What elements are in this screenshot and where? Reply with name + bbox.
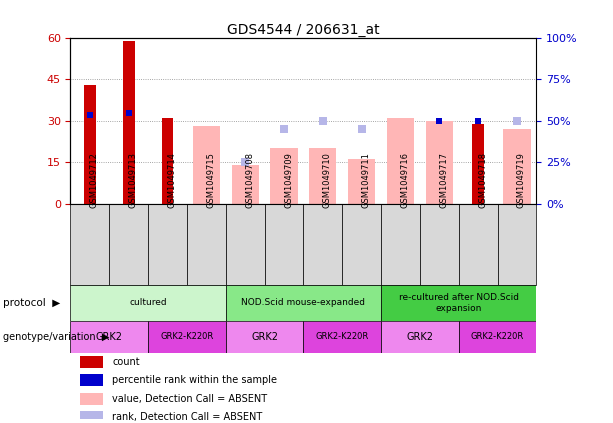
Bar <box>472 124 484 203</box>
Bar <box>303 321 381 352</box>
Text: GRK2: GRK2 <box>406 332 433 342</box>
Bar <box>187 203 226 285</box>
Text: protocol  ▶: protocol ▶ <box>3 298 60 308</box>
Text: NOD.Scid mouse-expanded: NOD.Scid mouse-expanded <box>242 298 365 308</box>
Bar <box>270 148 298 203</box>
Text: GSM1049708: GSM1049708 <box>245 151 254 208</box>
Bar <box>226 321 303 352</box>
Bar <box>348 159 375 203</box>
Bar <box>459 321 536 352</box>
Bar <box>109 203 148 285</box>
Bar <box>381 321 459 352</box>
Text: GSM1049712: GSM1049712 <box>90 152 99 208</box>
Bar <box>387 118 414 203</box>
Bar <box>310 148 337 203</box>
Text: GRK2-K220R: GRK2-K220R <box>316 332 369 341</box>
Text: GSM1049717: GSM1049717 <box>440 151 448 208</box>
Bar <box>303 203 342 285</box>
Bar <box>226 203 265 285</box>
Bar <box>70 285 226 321</box>
Bar <box>80 393 103 405</box>
Bar <box>70 203 109 285</box>
Text: GSM1049713: GSM1049713 <box>129 151 138 208</box>
Bar <box>84 85 96 203</box>
Title: GDS4544 / 206631_at: GDS4544 / 206631_at <box>227 23 379 37</box>
Text: GSM1049719: GSM1049719 <box>517 152 526 208</box>
Text: value, Detection Call = ABSENT: value, Detection Call = ABSENT <box>112 394 267 404</box>
Text: count: count <box>112 357 140 367</box>
Bar <box>148 203 187 285</box>
Text: GSM1049715: GSM1049715 <box>207 152 215 208</box>
Bar <box>425 121 453 203</box>
Bar <box>123 41 134 203</box>
Bar <box>80 412 103 423</box>
Bar <box>459 203 498 285</box>
Bar <box>265 203 303 285</box>
Text: percentile rank within the sample: percentile rank within the sample <box>112 375 278 385</box>
Bar <box>498 203 536 285</box>
Text: GSM1049710: GSM1049710 <box>323 152 332 208</box>
Text: GSM1049716: GSM1049716 <box>400 151 409 208</box>
Bar <box>80 374 103 386</box>
Bar <box>148 321 226 352</box>
Text: GSM1049709: GSM1049709 <box>284 152 293 208</box>
Text: cultured: cultured <box>129 298 167 308</box>
Bar <box>80 356 103 368</box>
Bar <box>192 126 220 203</box>
Text: GRK2-K220R: GRK2-K220R <box>161 332 213 341</box>
Bar <box>162 118 173 203</box>
Text: GSM1049714: GSM1049714 <box>167 152 177 208</box>
Bar <box>420 203 459 285</box>
Text: GRK2: GRK2 <box>251 332 278 342</box>
Bar <box>503 129 531 203</box>
Bar <box>226 285 381 321</box>
Bar <box>232 165 259 203</box>
Text: GSM1049718: GSM1049718 <box>478 151 487 208</box>
Text: rank, Detection Call = ABSENT: rank, Detection Call = ABSENT <box>112 412 263 423</box>
Text: GRK2: GRK2 <box>96 332 123 342</box>
Bar <box>342 203 381 285</box>
Bar <box>381 203 420 285</box>
Text: GRK2-K220R: GRK2-K220R <box>471 332 524 341</box>
Bar <box>70 321 148 352</box>
Text: genotype/variation  ▶: genotype/variation ▶ <box>3 332 110 342</box>
Bar <box>381 285 536 321</box>
Text: GSM1049711: GSM1049711 <box>362 152 371 208</box>
Text: re-cultured after NOD.Scid
expansion: re-cultured after NOD.Scid expansion <box>398 293 519 313</box>
